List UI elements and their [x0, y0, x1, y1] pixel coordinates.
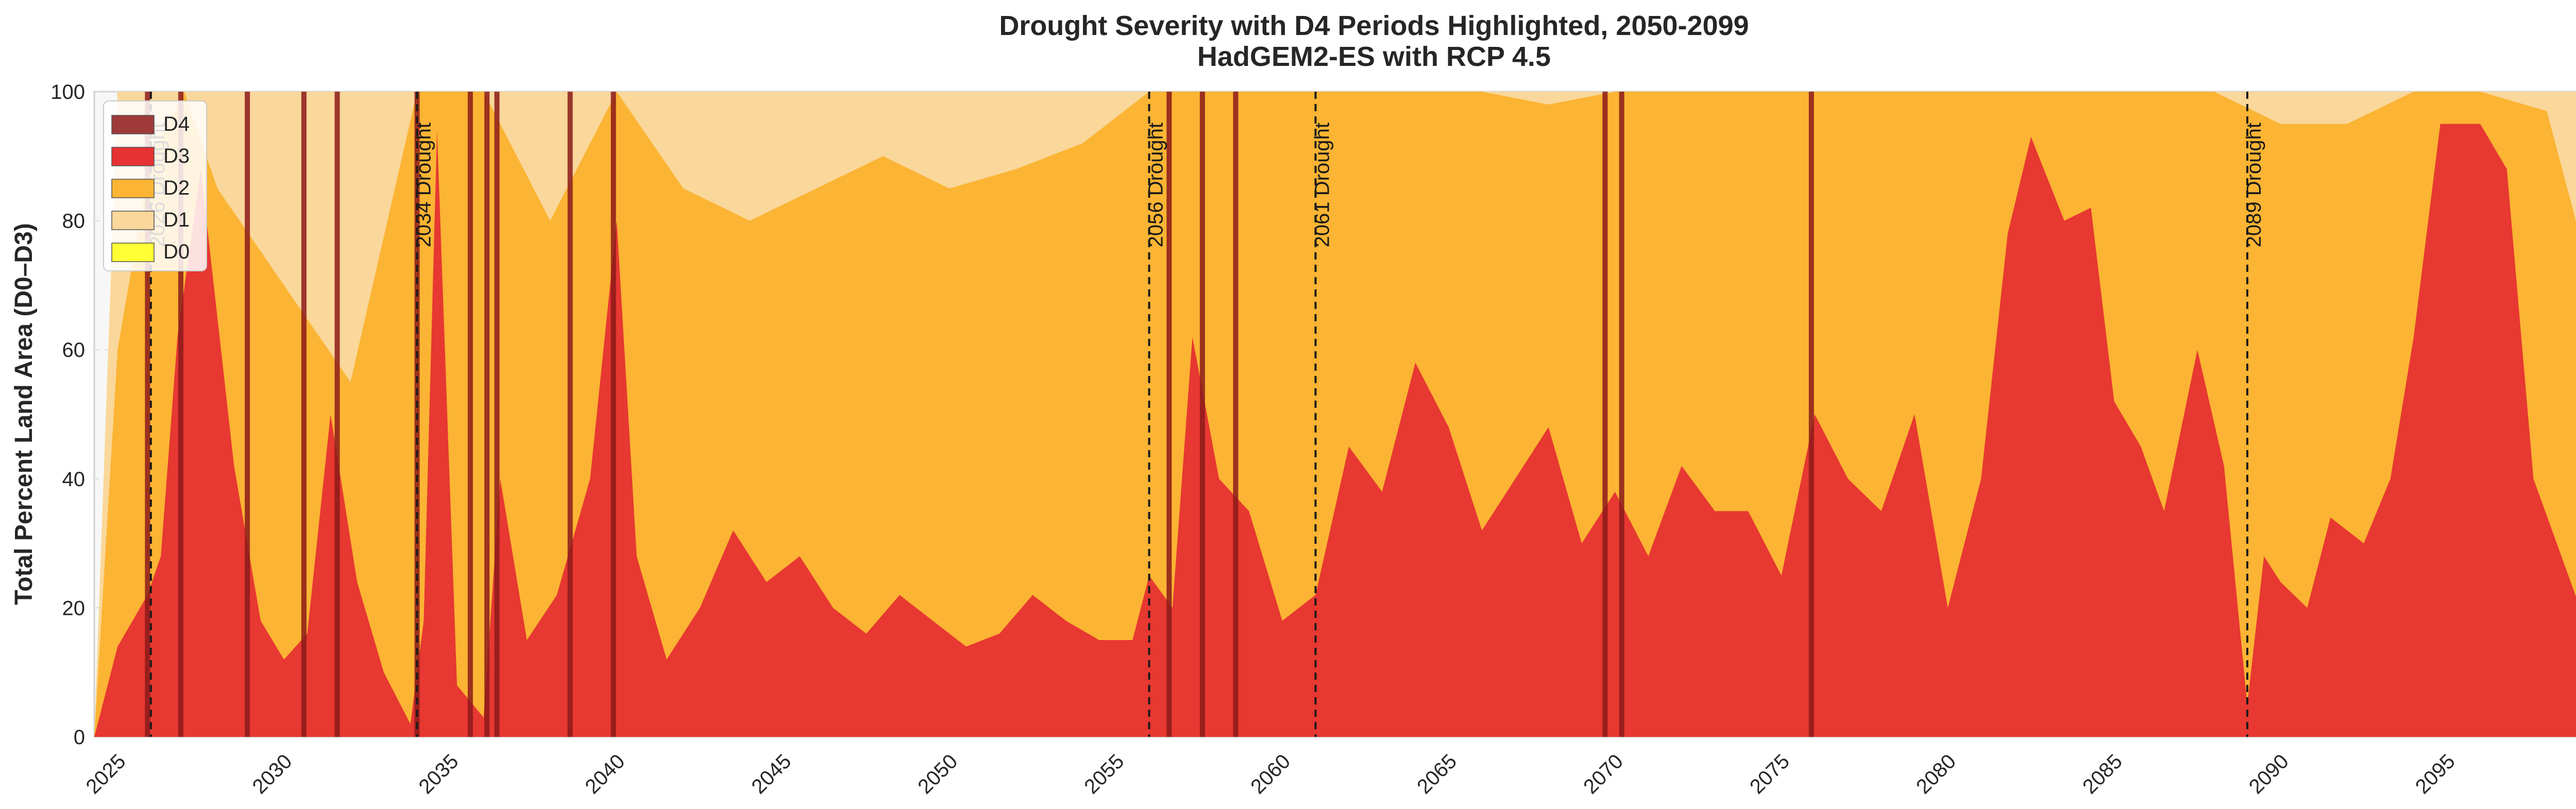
d4-period-band: [178, 92, 183, 737]
d4-period-band: [567, 92, 573, 737]
x-tick-label: 2035: [414, 750, 463, 798]
x-tick-label: 2085: [2078, 750, 2127, 798]
legend-swatch: [111, 211, 155, 230]
legend-swatch: [111, 115, 155, 134]
d4-period-band: [145, 92, 150, 737]
legend-label: D2: [163, 177, 190, 199]
legend-swatch: [111, 179, 155, 198]
drought-event-label: 2089 Drought: [2243, 123, 2265, 247]
x-tick-label: 2060: [1246, 750, 1295, 798]
d4-period-band: [1808, 92, 1814, 737]
d4-period-band: [1199, 92, 1205, 737]
y-tick-label: 0: [74, 726, 85, 749]
legend-swatch: [111, 147, 155, 166]
drought-event-label: 2034 Drought: [413, 123, 435, 247]
chart-title: Drought Severity with D4 Periods Highlig…: [999, 10, 1749, 41]
drought-event-label: 2061 Drought: [1311, 123, 1333, 247]
series-area-d3: [94, 124, 2576, 737]
chart-subtitle: HadGEM2-ES with RCP 4.5: [1197, 41, 1551, 72]
x-tick-label: 2025: [82, 750, 130, 798]
stacked-areas: [94, 92, 2576, 737]
d4-period-band: [1233, 92, 1239, 737]
legend-label: D4: [163, 113, 190, 135]
x-tick-label: 2040: [581, 750, 629, 798]
y-axis-label: Total Percent Land Area (D0–D3): [10, 223, 38, 605]
drought-event-label: 2056 Drought: [1145, 123, 1167, 247]
d4-period-band: [467, 92, 473, 737]
y-tick-label: 40: [62, 468, 86, 491]
legend-label: D0: [163, 240, 190, 263]
d4-period-band: [611, 92, 616, 737]
y-tick-label: 20: [62, 597, 86, 619]
d4-period-band: [334, 92, 340, 737]
d4-period-band: [1166, 92, 1172, 737]
d4-period-band: [484, 92, 490, 737]
y-tick-label: 60: [62, 339, 86, 362]
d4-period-band: [1602, 92, 1608, 737]
x-tick-label: 2045: [747, 750, 795, 798]
x-tick-label: 2030: [248, 750, 296, 798]
d4-period-band: [494, 92, 500, 737]
x-tick-label: 2075: [1745, 750, 1794, 798]
d4-period-band: [1619, 92, 1624, 737]
x-tick-label: 2055: [1080, 750, 1128, 798]
legend-label: D1: [163, 209, 190, 231]
y-tick-label: 80: [62, 210, 86, 233]
d4-period-band: [301, 92, 307, 737]
d4-period-band: [245, 92, 250, 737]
legend-swatch: [111, 243, 155, 262]
legend-label: D3: [163, 145, 190, 167]
x-tick-label: 2095: [2411, 750, 2460, 798]
x-tick-label: 2090: [2245, 750, 2293, 798]
x-tick-label: 2070: [1579, 750, 1628, 798]
legend: D4 D3 D2 D1 D0: [103, 100, 207, 271]
y-tick-label: 100: [50, 81, 85, 104]
x-tick-label: 2080: [1912, 750, 1960, 798]
x-tick-label: 2065: [1413, 750, 1461, 798]
x-tick-label: 2050: [913, 750, 962, 798]
